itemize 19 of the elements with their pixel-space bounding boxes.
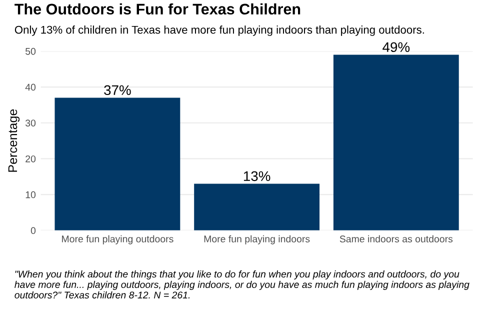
x-tick-label: More fun playing outdoors xyxy=(62,235,174,244)
data-label: 37% xyxy=(104,85,131,96)
y-tick-label: 50 xyxy=(26,48,36,55)
text: "When you think about the things that you like to do for fun when you play indoors and outdoors, do you have more fun... playing outdoors, playing indoors, or do you have as much fun playing indoors as playing outdoors?" Texas children 8-12. N = 261. xyxy=(14,270,470,298)
chart-title: The Outdoors is Fun for Texas Children xyxy=(14,3,300,15)
x-tick-label: More fun playing indoors xyxy=(204,235,310,244)
data-label: 49% xyxy=(382,42,410,52)
data-label: 13% xyxy=(244,171,270,182)
y-axis-title: Percentage xyxy=(8,109,20,172)
bar xyxy=(194,184,320,230)
bar xyxy=(54,98,180,230)
x-tick-label: Same indoors as outdoors xyxy=(340,235,453,242)
chart-subtitle: Only 13% of children in Texas have more fun playing indoors than playing outdoors. xyxy=(14,26,424,36)
y-tick-label: 40 xyxy=(25,84,36,91)
y-tick-label: 10 xyxy=(26,191,36,198)
bar xyxy=(333,54,459,230)
y-tick-label: 0 xyxy=(30,227,36,234)
y-tick-label: 20 xyxy=(26,155,36,162)
y-tick-label: 30 xyxy=(25,120,36,126)
